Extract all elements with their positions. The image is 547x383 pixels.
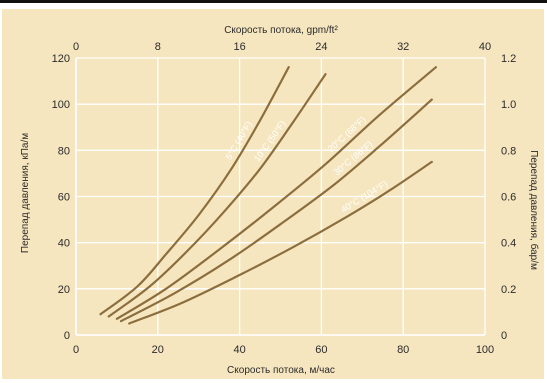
y-tick-label-left: 100: [52, 99, 70, 111]
y-tick-label-right: 0.4: [501, 238, 516, 250]
x-tick-label-top: 24: [315, 41, 327, 53]
x-tick-label-bottom: 20: [152, 344, 164, 356]
top-rule: [0, 0, 547, 3]
y-tick-label-left: 80: [58, 145, 70, 157]
y-tick-label-left: 60: [58, 192, 70, 204]
y-axis-label-right: Перепад давления, бар/м: [528, 150, 540, 270]
x-tick-label-top: 0: [73, 41, 79, 53]
x-tick-label-bottom: 80: [397, 344, 409, 356]
y-tick-label-right: 1.2: [501, 53, 516, 65]
y-tick-label-right: 0: [501, 330, 507, 342]
y-tick-label-left: 20: [58, 284, 70, 296]
y-tick-label-left: 120: [52, 53, 70, 65]
y-tick-label-right: 1.0: [501, 99, 516, 111]
axes: [75, 58, 485, 336]
curve-line: [119, 98, 433, 323]
x-tick-label-top: 8: [155, 41, 161, 53]
x-axis-label-top: Скорость потока, gpm/ft²: [224, 25, 338, 36]
x-tick-label-top: 32: [397, 41, 409, 53]
y-tick-label-left: 0: [64, 330, 70, 342]
y-axis-label-left: Перепад давления, кПа/м: [20, 133, 31, 253]
y-tick-label-left: 40: [58, 238, 70, 250]
x-axis-label-bottom: Скорость потока, м/час: [227, 365, 335, 376]
curve-line: [115, 66, 437, 320]
y-tick-label-right: 0.6: [501, 192, 516, 204]
y-tick-label-right: 0.2: [501, 284, 516, 296]
x-tick-label-top: 40: [479, 41, 491, 53]
curve-line: [107, 73, 327, 318]
curves: [99, 66, 437, 325]
x-tick-label-top: 16: [233, 41, 245, 53]
x-tick-label-bottom: 0: [73, 344, 79, 356]
y-tick-label-right: 0.8: [501, 145, 516, 157]
chart-panel: [2, 9, 544, 379]
x-tick-label-bottom: 40: [233, 344, 245, 356]
x-tick-label-bottom: 100: [476, 344, 494, 356]
grid-lines: [75, 57, 486, 336]
curve-line: [99, 66, 290, 316]
curve-line: [128, 160, 433, 325]
x-tick-label-bottom: 60: [315, 344, 327, 356]
